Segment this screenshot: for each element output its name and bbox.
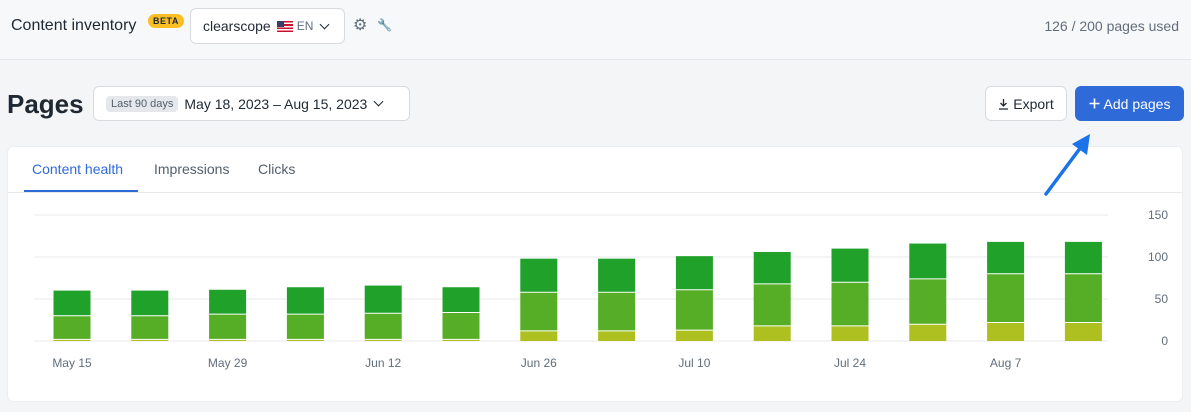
x-tick-label: Aug 7 bbox=[990, 356, 1022, 370]
add-pages-button[interactable]: Add pages bbox=[1075, 86, 1184, 121]
bar-segment[interactable] bbox=[909, 243, 947, 279]
bar-segment[interactable] bbox=[909, 278, 947, 325]
bar-segment[interactable] bbox=[442, 339, 480, 341]
pages-usage: 126 / 200 pages used bbox=[1044, 18, 1179, 34]
x-tick-label: Jul 10 bbox=[678, 356, 710, 370]
bar-segment[interactable] bbox=[520, 258, 558, 293]
bar-segment[interactable] bbox=[53, 339, 91, 341]
site-name: clearscope bbox=[203, 18, 271, 34]
pointer-arrow-icon bbox=[1044, 134, 1090, 196]
bar-segment[interactable] bbox=[1064, 273, 1102, 323]
bar-segment[interactable] bbox=[364, 313, 402, 340]
bar-segment[interactable] bbox=[753, 325, 791, 341]
y-tick-label: 0 bbox=[1161, 334, 1168, 348]
chevron-down-icon bbox=[373, 96, 384, 107]
tab-content-health[interactable]: Content health bbox=[32, 161, 124, 177]
bar-segment[interactable] bbox=[364, 285, 402, 314]
y-tick-label: 150 bbox=[1148, 208, 1168, 222]
bar-segment[interactable] bbox=[675, 256, 713, 290]
bar-segment[interactable] bbox=[131, 290, 169, 316]
bar-segment[interactable] bbox=[987, 273, 1025, 323]
content-health-chart: 0 50 100 150 May 15 May 29 Jun 12 Jun 26 Jul 10 J… bbox=[34, 208, 1169, 370]
bar-segment[interactable] bbox=[209, 339, 247, 341]
x-tick-label: Jun 26 bbox=[521, 356, 557, 370]
add-pages-label: Add pages bbox=[1103, 95, 1171, 112]
date-range-text: May 18, 2023 – Aug 15, 2023 bbox=[184, 95, 368, 112]
plus-icon bbox=[1089, 98, 1100, 109]
active-tab-underline bbox=[24, 190, 138, 192]
tab-clicks[interactable]: Clicks bbox=[258, 161, 296, 177]
y-tick-label: 100 bbox=[1148, 250, 1168, 264]
bar-segment[interactable] bbox=[131, 315, 169, 340]
chevron-down-icon bbox=[319, 19, 330, 29]
bar-segment[interactable] bbox=[987, 322, 1025, 341]
chart-tabs: Content health Impressions Clicks bbox=[8, 147, 1182, 193]
tab-impressions[interactable]: Impressions bbox=[154, 161, 230, 177]
bar-segment[interactable] bbox=[286, 287, 324, 315]
bar-segment[interactable] bbox=[598, 292, 636, 331]
bar-segment[interactable] bbox=[520, 292, 558, 331]
date-preset-chip: Last 90 days bbox=[106, 95, 179, 112]
date-range-picker[interactable]: Last 90 days May 18, 2023 – Aug 15, 2023 bbox=[93, 86, 410, 121]
bar-segment[interactable] bbox=[364, 339, 402, 341]
bar-segment[interactable] bbox=[131, 339, 169, 341]
bar-segment[interactable] bbox=[598, 258, 636, 293]
download-icon bbox=[999, 98, 1009, 110]
settings-icon[interactable]: ⚙ bbox=[353, 17, 368, 34]
bar-segment[interactable] bbox=[909, 324, 947, 341]
top-bar: Content inventory BETA clearscope EN ⚙ 🔧… bbox=[0, 0, 1191, 60]
site-selector[interactable]: clearscope EN bbox=[190, 8, 345, 44]
bar-segment[interactable] bbox=[442, 312, 480, 340]
wrench-icon[interactable]: 🔧 bbox=[377, 18, 392, 32]
bar-segment[interactable] bbox=[987, 241, 1025, 274]
bar-segment[interactable] bbox=[209, 314, 247, 340]
bar-segment[interactable] bbox=[675, 289, 713, 331]
language-code: EN bbox=[296, 19, 314, 33]
export-button[interactable]: Export bbox=[985, 86, 1067, 121]
bar-segment[interactable] bbox=[831, 325, 869, 341]
y-tick-label: 50 bbox=[1155, 292, 1169, 306]
bar-segment[interactable] bbox=[831, 282, 869, 326]
bar-segment[interactable] bbox=[753, 251, 791, 284]
x-tick-label: Jun 12 bbox=[365, 356, 401, 370]
bar-segment[interactable] bbox=[598, 330, 636, 341]
app-title: Content inventory bbox=[11, 17, 137, 34]
chart-card: Content health Impressions Clicks 0 50 100… bbox=[7, 146, 1183, 402]
beta-badge: BETA bbox=[148, 14, 184, 28]
bar-segment[interactable] bbox=[520, 330, 558, 341]
bar-segment[interactable] bbox=[753, 283, 791, 326]
x-tick-label: May 29 bbox=[208, 356, 248, 370]
us-flag-icon bbox=[276, 20, 293, 32]
x-tick-label: Jul 24 bbox=[834, 356, 866, 370]
bar-segment[interactable] bbox=[675, 330, 713, 341]
bar-segment[interactable] bbox=[286, 314, 324, 340]
export-label: Export bbox=[1013, 95, 1054, 112]
bar-segment[interactable] bbox=[1064, 322, 1102, 341]
bar-segment[interactable] bbox=[53, 290, 91, 316]
bar-segment[interactable] bbox=[209, 289, 247, 315]
bar-segment[interactable] bbox=[1064, 241, 1102, 274]
bar-segment[interactable] bbox=[442, 287, 480, 313]
bar-segment[interactable] bbox=[831, 248, 869, 283]
bar-segment[interactable] bbox=[286, 339, 324, 341]
x-tick-label: May 15 bbox=[52, 356, 92, 370]
page-title: Pages bbox=[7, 89, 84, 119]
bar-segment[interactable] bbox=[53, 315, 91, 340]
